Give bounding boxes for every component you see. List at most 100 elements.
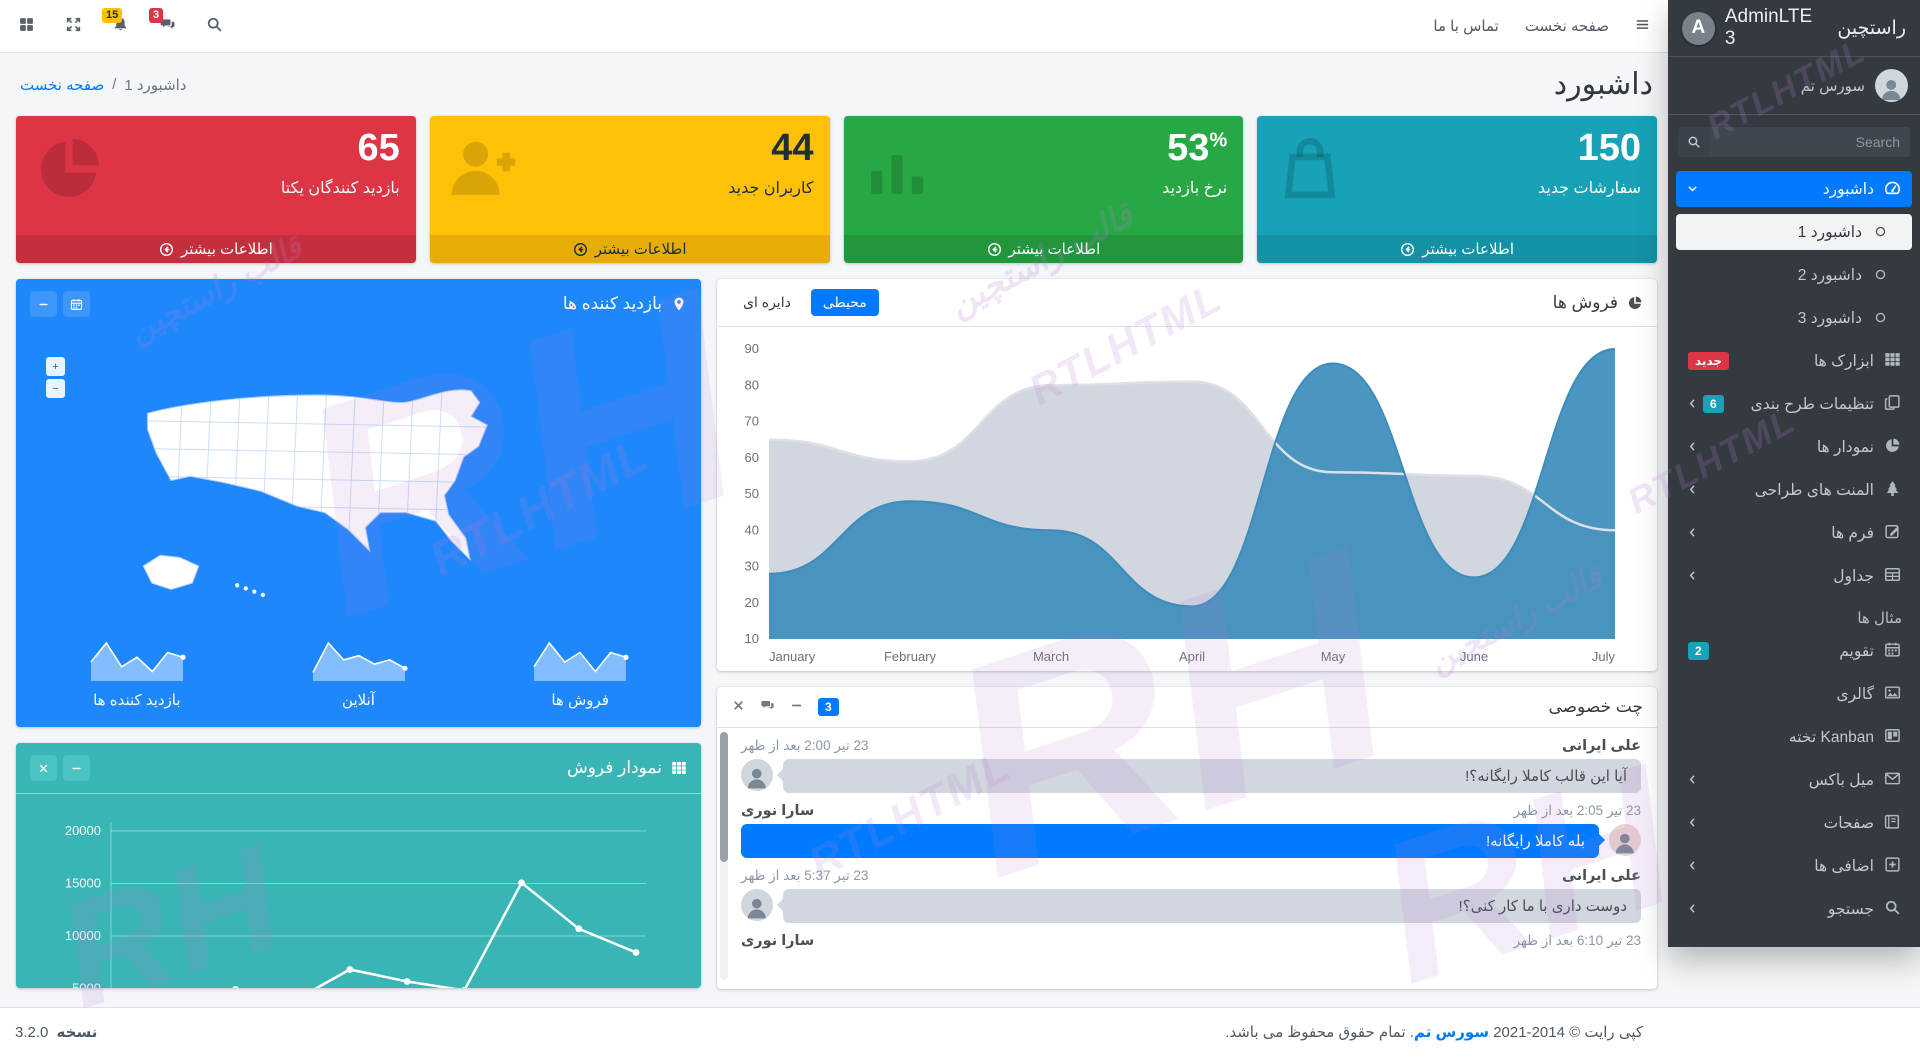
graph-body: 20000 15000 10000 5000 (16, 794, 701, 988)
chat-card-header: چت خصوصی 3 (717, 687, 1657, 728)
bell-badge: 15 (102, 8, 123, 24)
y-tick: 80 (745, 377, 759, 392)
brand[interactable]: A AdminLTE 3 راستچین (1668, 0, 1920, 57)
collapse-button[interactable] (30, 291, 57, 317)
info-box-value: 44 (771, 127, 814, 169)
sidebar-subitem-داشبورد 3[interactable]: داشبورد 3 (1676, 300, 1912, 336)
chevron-left-icon (1686, 859, 1699, 874)
avatar (1609, 824, 1641, 856)
zoom-in-button[interactable]: + (46, 357, 65, 376)
sidebar-item-جداول[interactable]: جداول (1676, 558, 1912, 594)
info-box-value: 65 (357, 127, 400, 169)
sidebar-item-label: Kanban تخته (1788, 728, 1874, 746)
calendar-button[interactable] (63, 291, 90, 317)
info-box-more-link[interactable]: اطلاعات بیشتر (1257, 235, 1657, 263)
sidebar-item-Kanban تخته[interactable]: Kanban تخته (1676, 719, 1912, 755)
angle-left-icon (1686, 526, 1699, 539)
navbar-expand-button[interactable] (65, 16, 82, 36)
navbar-grid-button[interactable] (18, 16, 35, 36)
close-button[interactable] (30, 755, 57, 781)
brand-footer-link[interactable]: سورس تم (1413, 1024, 1490, 1041)
breadcrumb-home[interactable]: صفحه نخست (20, 76, 105, 94)
sidebar-item-صفحات[interactable]: صفحات (1676, 805, 1912, 841)
navbar-search-button[interactable] (206, 16, 223, 36)
chat-message-count-badge[interactable]: 3 (818, 698, 839, 716)
close-icon[interactable] (731, 698, 746, 715)
navbar-bell-button[interactable]: 15 (102, 8, 129, 36)
sidebar-item-فرم ها[interactable]: فرم ها (1676, 515, 1912, 551)
sidebar-item-تنظیمات طرح بندی[interactable]: تنظیمات طرح بندی 6 (1676, 386, 1912, 422)
sidebar-item-گالری[interactable]: گالری (1676, 676, 1912, 712)
arrow-circle-left-icon (159, 242, 174, 257)
person-icon (1878, 76, 1904, 102)
sidebar-item-label: جداول (1833, 567, 1874, 585)
sales-line-chart[interactable]: 20000 15000 10000 5000 (16, 794, 653, 988)
column-map: بازدید کننده ها + − (16, 279, 701, 988)
usa-map[interactable] (124, 351, 594, 609)
angle-left-icon (1686, 397, 1699, 410)
x-tick: March (1033, 649, 1069, 664)
sidebar-subitem-label: داشبورد 1 (1797, 223, 1862, 241)
sidebar-item-جستجو[interactable]: جستجو (1676, 891, 1912, 927)
info-box-more-link[interactable]: اطلاعات بیشتر (16, 235, 416, 263)
sidebar-item-داشبورد[interactable]: داشبورد (1676, 171, 1912, 207)
chat-message-header: 23 تیر 6:10 بعد از ظهر سارا نوری (741, 933, 1641, 949)
user-avatar[interactable] (1875, 69, 1908, 102)
sidebar-item-ابزارک ها[interactable]: ابزارک ها جدید (1676, 343, 1912, 379)
breadcrumb-separator: / (112, 76, 117, 93)
collapse-button[interactable] (63, 755, 90, 781)
user-name[interactable]: سورس تم (1800, 77, 1865, 95)
chat-scrollbar-thumb[interactable] (720, 732, 728, 862)
chat-message-row: بله کاملا رایگانه! (741, 824, 1641, 858)
chat-messages[interactable]: علی ایرانی 23 تیر 2:00 بعد از ظهر آیا این … (717, 728, 1657, 984)
info-box-more-link[interactable]: اطلاعات بیشتر (843, 235, 1244, 263)
collapse-icon[interactable] (789, 698, 804, 715)
chat-message-time: 23 تیر 2:00 بعد از ظهر (741, 738, 869, 753)
graph-card-title: نمودار فروش (567, 758, 687, 778)
sidebar-toggle-button[interactable] (1635, 17, 1650, 34)
y-tick: 10 (745, 631, 759, 646)
gray-series-line (768, 380, 1616, 532)
sidebar-item-label: تقویم (1839, 642, 1874, 660)
sidebar-item-نمودار ها[interactable]: نمودار ها (1676, 429, 1912, 465)
book-icon (1884, 813, 1901, 830)
nav-link-contact[interactable]: تماس با ما (1433, 18, 1499, 35)
sales-area-chart[interactable]: 90 80 70 60 50 40 30 20 10 January February March Ap… (727, 335, 1625, 671)
info-box-more-link[interactable]: اطلاعات بیشتر (429, 235, 830, 263)
contacts-toggle-icon[interactable] (760, 698, 775, 715)
y-tick: 40 (745, 522, 759, 537)
sidebar-menu: داشبورد داشبورد 1 داشبورد 2 داشبورد 3 ابزارک… (1668, 163, 1920, 944)
arrow-circle-left-icon (987, 242, 1002, 257)
navbar-links: صفحه نخست تماس با ما (1433, 17, 1650, 35)
toggle-area-button[interactable]: محیطی (810, 289, 879, 316)
bars-icon (1635, 17, 1650, 32)
arrow-circle-left-icon (573, 242, 588, 257)
sparkline-chart (90, 641, 186, 681)
nav-link-home[interactable]: صفحه نخست (1524, 18, 1609, 35)
y-tick: 20000 (65, 823, 101, 838)
chat-bubble: دوست داری با ما کار کنی؟! (777, 889, 1641, 923)
y-tick: 50 (745, 486, 759, 501)
more-info-label: اطلاعات بیشتر (181, 241, 273, 258)
sidebar-search-input[interactable] (1709, 127, 1910, 157)
zoom-out-button[interactable]: − (46, 379, 65, 398)
th-icon (1884, 351, 1901, 368)
sidebar-item-تقویم[interactable]: تقویم 2 (1676, 633, 1912, 669)
sidebar-item-اضافی ها[interactable]: اضافی ها (1676, 848, 1912, 884)
sidebar-search-button[interactable] (1678, 127, 1709, 157)
chat-message-header: علی ایرانی 23 تیر 2:00 بعد از ظهر (741, 738, 1641, 754)
chat-message-header: علی ایرانی 23 تیر 5:37 بعد از ظهر (741, 868, 1641, 884)
brand-logo: A (1682, 11, 1715, 45)
sidebar-subitem-داشبورد 1[interactable]: داشبورد 1 (1676, 214, 1912, 250)
toggle-donut-button[interactable]: دایره ای (743, 294, 791, 310)
sidebar-subitem-داشبورد 2[interactable]: داشبورد 2 (1676, 257, 1912, 293)
sidebar-item-label: جستجو (1827, 900, 1874, 918)
cards-row: فروش ها محیطی دایره ای 90 80 70 60 50 40 30 20 1… (16, 279, 1657, 989)
sidebar-search (1668, 115, 1920, 163)
sparkline-chart (311, 641, 408, 681)
sidebar-item-label: فرم ها (1831, 524, 1874, 542)
chevron-down-icon (1686, 182, 1699, 197)
navbar-comments-button[interactable]: 3 (149, 8, 176, 36)
sidebar-item-المنت های طراحی[interactable]: المنت های طراحی (1676, 472, 1912, 508)
sidebar-item-میل باکس[interactable]: میل باکس (1676, 762, 1912, 798)
